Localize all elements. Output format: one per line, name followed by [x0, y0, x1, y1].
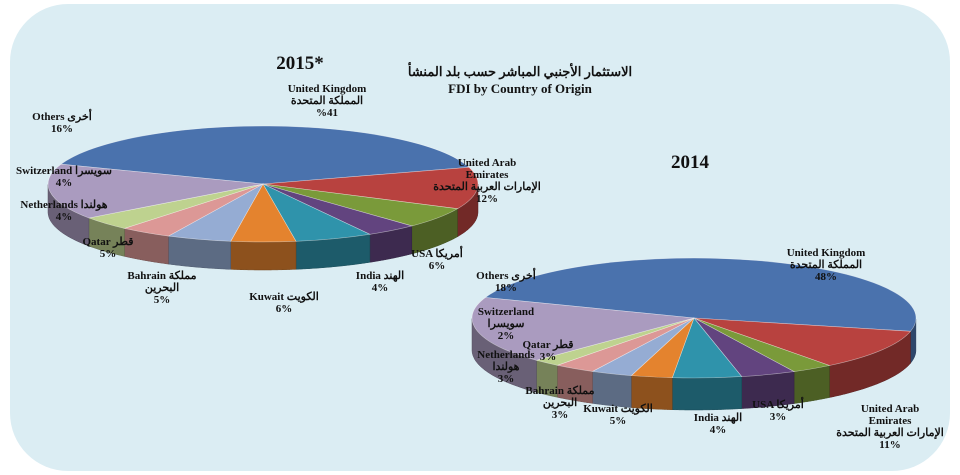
pie-slice-united-arab-emirates	[693, 317, 912, 366]
slice-label-usa: USA أمريكا 6%	[411, 246, 463, 272]
slice-label-switzerland: Switzerland سويسرا 2%	[478, 306, 534, 342]
slice-label-others: Others أخرى 16%	[32, 109, 92, 135]
slice-label-united-kingdom: United Kingdom المملكة المتحدة %41	[288, 83, 367, 119]
pie-chart-2014	[471, 257, 917, 411]
pie-side-usa	[793, 365, 830, 404]
pie-labels-2015: United Kingdom المملكة المتحدة %41 United A…	[16, 83, 541, 315]
pie-side-kuwait	[672, 376, 742, 411]
slice-label-bahrain: Bahrain مملكة البحرين 5%	[127, 270, 196, 306]
pie-side-bahrain	[230, 241, 297, 271]
slice-label-united-kingdom: United Kingdom المملكة المتحدة 48%	[787, 247, 866, 283]
slice-label-qatar: Qatar قطر 3%	[522, 339, 573, 363]
slice-label-kuwait: Kuwait الكويت 5%	[583, 403, 653, 427]
chart-title-english: FDI by Country of Origin	[448, 81, 593, 96]
pie-title-2014: 2014	[671, 152, 710, 173]
slice-label-switzerland: Switzerland سويسرا 4%	[16, 165, 112, 189]
slice-label-usa: USA أمريكا 3%	[752, 397, 804, 423]
slice-label-india: India الهند 4%	[356, 270, 404, 294]
slice-label-kuwait: Kuwait الكويت 6%	[249, 291, 319, 315]
slice-label-united-arab-emirates: United Arab Emirates الإمارات العربية المت…	[836, 403, 944, 451]
slice-label-united-arab-emirates: United Arab Emirates الإمارات العربية المت…	[433, 157, 541, 205]
slice-label-netherlands: Netherlands هولندا 4%	[20, 199, 107, 223]
pie-slice-united-kingdom	[60, 125, 470, 185]
slice-label-bahrain: Bahrain مملكة البحرين 3%	[525, 385, 594, 421]
pie-slice-others	[471, 297, 695, 361]
pie-labels-2014: United Kingdom المملكة المتحدة 48% United A…	[476, 247, 944, 451]
slice-label-netherlands: Netherlands هولندا 3%	[477, 349, 535, 385]
slice-label-others: Others أخرى 18%	[476, 268, 536, 294]
slice-label-qatar: Qatar قطر 5%	[82, 236, 133, 260]
pie-chart-2015	[47, 125, 479, 271]
chart-title-arabic: الاستثمار الأجنبي المباشر حسب بلد المنشأ	[408, 62, 632, 80]
slice-label-india: India الهند 4%	[694, 412, 742, 436]
pie-slice-united-kingdom	[484, 257, 917, 332]
pie-slice-united-arab-emirates	[262, 166, 479, 210]
pie-slice-others	[47, 163, 264, 219]
pie-title-2015: 2015*	[276, 53, 324, 74]
